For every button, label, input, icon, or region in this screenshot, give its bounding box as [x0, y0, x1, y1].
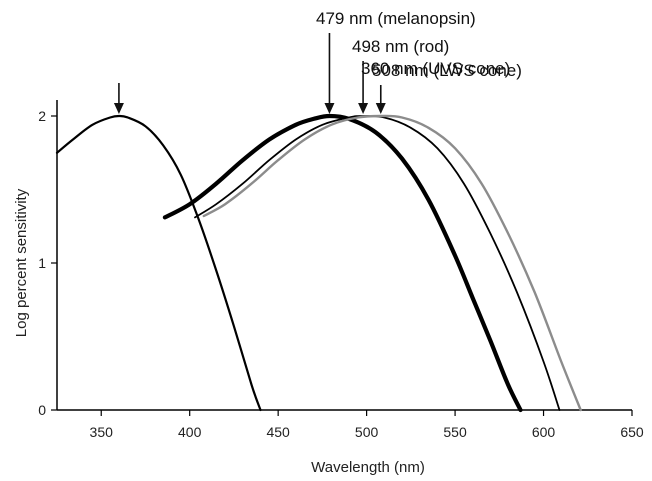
plot-area: 350 400 450 500 550 600 650 0 1 2 360 nm (UVS cone… — [38, 9, 644, 440]
y-tick-label: 1 — [38, 255, 46, 271]
annotation-melanopsin-label: 479 nm (melanopsin) — [316, 9, 476, 28]
annotation-uvs-cone-label: 360 nm (UVS cone) — [361, 59, 510, 78]
annotation-rod-arrow-head — [358, 103, 369, 114]
x-tick-label: 350 — [90, 424, 114, 440]
x-tick-label: 550 — [443, 424, 467, 440]
annotation-rod-label: 498 nm (rod) — [352, 37, 449, 56]
y-tick-label: 0 — [38, 402, 46, 418]
series-line-3 — [194, 115, 561, 411]
x-axis-title: Wavelength (nm) — [311, 459, 425, 476]
x-tick-label: 650 — [620, 424, 644, 440]
series-line-1 — [55, 114, 262, 412]
series-line-4 — [202, 114, 582, 412]
series-line-2 — [162, 113, 523, 413]
annotation-uvs-cone-arrow-head — [113, 103, 124, 114]
x-tick-label: 600 — [532, 424, 556, 440]
annotation-melanopsin-arrow-head — [324, 103, 335, 114]
x-tick-label: 450 — [266, 424, 290, 440]
y-tick-label: 2 — [38, 108, 46, 124]
x-tick-label: 500 — [355, 424, 379, 440]
annotation-lws-cone-label: 508 nm (LWS cone) — [372, 61, 522, 80]
y-axis-title: Log percent sensitivity — [13, 188, 30, 337]
annotation-lws-cone-arrow-head — [375, 103, 386, 114]
x-tick-label: 400 — [178, 424, 202, 440]
